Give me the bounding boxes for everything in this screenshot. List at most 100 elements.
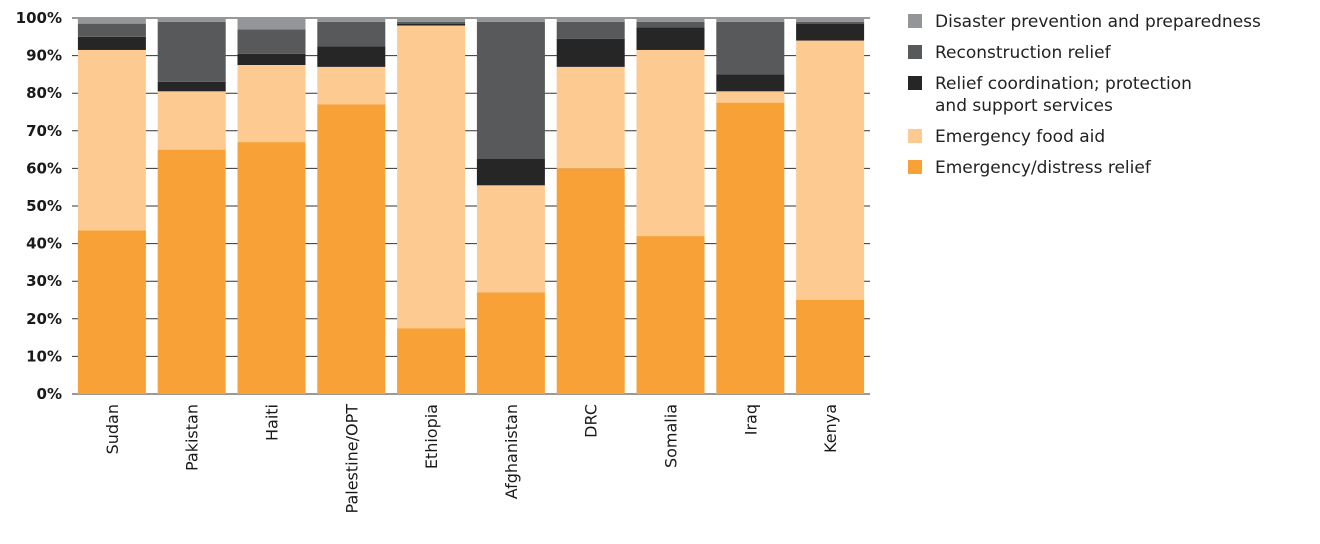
bar-segment [397, 25, 466, 329]
bar-stack-ethiopia [397, 18, 466, 394]
bar-stack-palestine-opt [317, 18, 386, 394]
legend-swatch [908, 160, 922, 174]
legend-label: Disaster prevention and preparedness [935, 12, 1261, 32]
bar-segment [476, 185, 545, 293]
bar-segment [237, 53, 306, 65]
y-tick-label: 10% [26, 347, 62, 365]
bar-segment [237, 142, 306, 394]
bar-segment [796, 40, 865, 301]
bar-segment [636, 18, 705, 22]
bar-segment [317, 21, 386, 47]
bar-segment [556, 18, 625, 22]
bar-segment [157, 91, 226, 150]
bar-segment [317, 46, 386, 67]
x-tick-label: Afghanistan [502, 404, 521, 499]
y-tick-label: 80% [26, 84, 62, 102]
bar-segment [636, 21, 705, 28]
x-tick-label: Palestine/OPT [342, 404, 361, 514]
bar-segment [237, 65, 306, 143]
bar-segment [397, 328, 466, 394]
bar-segment [556, 168, 625, 394]
y-axis: 0% 10% 20% 30% 40% 50% 60% 70% 80% 90% 100% [16, 9, 62, 403]
bar-segment [796, 18, 865, 22]
bar-segment [796, 21, 865, 24]
bar-segment [397, 21, 466, 24]
bar-segment [636, 49, 705, 237]
y-tick-label: 40% [26, 235, 62, 253]
legend-item: Emergency/distress relief [908, 158, 1152, 178]
bar-segment [716, 91, 785, 103]
bar-segment [317, 18, 386, 22]
legend-swatch [908, 76, 922, 90]
bar-segment [476, 159, 545, 186]
bars [77, 18, 865, 394]
bar-stack-sudan [77, 18, 146, 394]
bar-segment [796, 23, 865, 41]
x-axis: Sudan Pakistan Haiti Palestine/OPT Ethiopia A… [103, 404, 840, 514]
x-tick-label: Ethiopia [422, 404, 441, 469]
bar-segment [716, 18, 785, 22]
bar-segment [716, 102, 785, 394]
bar-segment [476, 292, 545, 394]
legend-label: Relief coordination; protection [935, 74, 1192, 94]
y-tick-label: 90% [26, 47, 62, 65]
bar-segment [716, 74, 785, 92]
bar-segment [237, 18, 306, 30]
legend-label: Emergency/distress relief [935, 158, 1152, 178]
bar-segment [556, 38, 625, 67]
y-tick-label: 20% [26, 310, 62, 328]
bar-segment [237, 29, 306, 54]
legend-swatch [908, 129, 922, 143]
bar-stack-somalia [636, 18, 705, 394]
x-tick-label: Sudan [103, 404, 122, 454]
legend-label: Reconstruction relief [935, 43, 1112, 63]
bar-stack-haiti [237, 18, 306, 394]
legend-label: and support services [935, 96, 1113, 116]
legend-item: Emergency food aid [908, 127, 1105, 147]
bar-segment [77, 230, 146, 394]
legend: Disaster prevention and preparedness Reco… [908, 12, 1261, 178]
bar-segment [77, 36, 146, 50]
bar-segment [77, 49, 146, 231]
bar-segment [77, 18, 146, 24]
legend-item: Disaster prevention and preparedness [908, 12, 1261, 32]
x-tick-label: Iraq [741, 404, 760, 435]
legend-swatch [908, 45, 922, 59]
x-tick-label: Somalia [662, 404, 681, 468]
bar-segment [796, 300, 865, 394]
bar-stack-drc [556, 18, 625, 394]
bar-segment [157, 149, 226, 394]
bar-segment [77, 23, 146, 37]
bar-segment [157, 21, 226, 82]
y-tick-label: 60% [26, 159, 62, 177]
x-tick-label: DRC [582, 404, 601, 438]
bar-segment [317, 104, 386, 394]
bar-segment [317, 66, 386, 105]
bar-segment [476, 21, 545, 160]
bar-stack-afghanistan [476, 18, 545, 394]
y-tick-label: 50% [26, 197, 62, 215]
y-tick-label: 30% [26, 272, 62, 290]
y-tick-label: 0% [37, 385, 62, 403]
bar-segment [157, 18, 226, 22]
y-tick-label: 100% [16, 9, 62, 27]
bar-segment [476, 18, 545, 22]
bar-segment [556, 66, 625, 169]
y-tick-label: 70% [26, 122, 62, 140]
bar-stack-kenya [796, 18, 865, 394]
bar-segment [716, 21, 785, 75]
x-tick-label: Haiti [263, 404, 282, 441]
bar-stack-pakistan [157, 18, 226, 394]
bar-segment [636, 236, 705, 394]
bar-stack-iraq [716, 18, 785, 394]
bar-segment [636, 27, 705, 50]
legend-swatch [908, 14, 922, 28]
legend-label: Emergency food aid [935, 127, 1105, 147]
bar-segment [157, 81, 226, 92]
bar-segment [556, 21, 625, 39]
bar-segment [397, 18, 466, 22]
x-tick-label: Kenya [821, 404, 840, 453]
legend-item: Reconstruction relief [908, 43, 1112, 63]
